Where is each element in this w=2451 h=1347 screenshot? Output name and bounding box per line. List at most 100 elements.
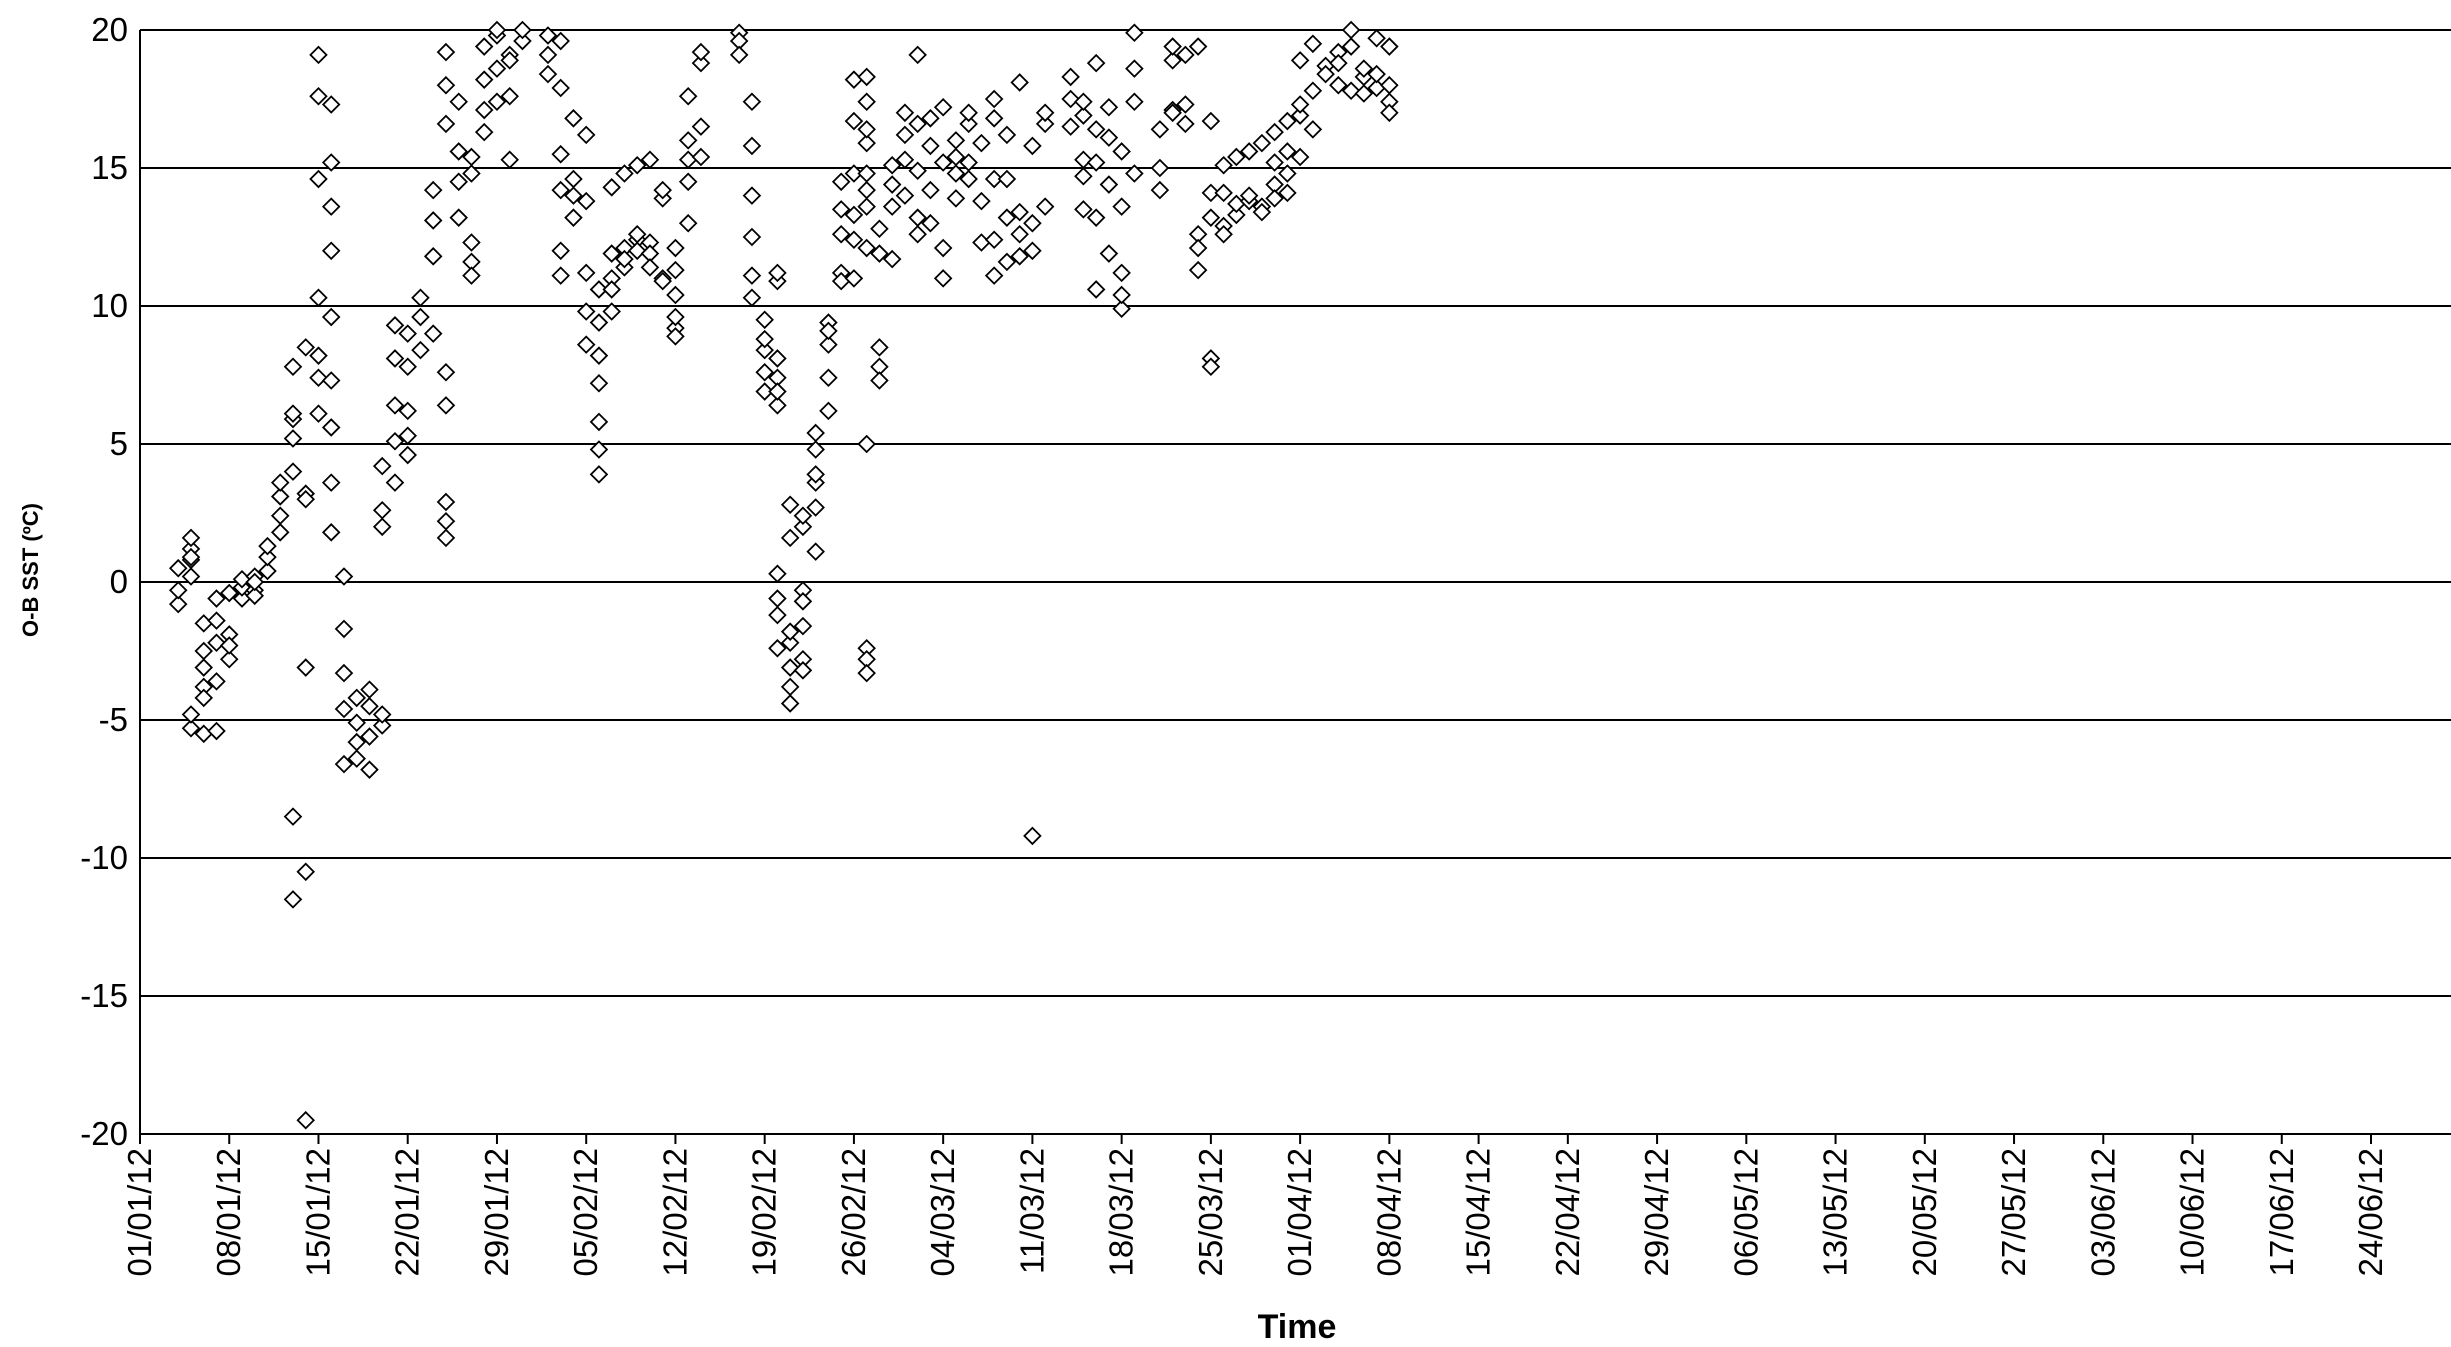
data-point — [780, 677, 800, 697]
data-point — [309, 346, 328, 365]
data-point — [1265, 153, 1284, 172]
y-tick-label: -5 — [99, 701, 128, 738]
data-point — [602, 244, 621, 263]
data-point — [908, 114, 927, 134]
data-point — [538, 64, 558, 84]
data-point — [283, 807, 303, 826]
x-tick-label: 08/01/12 — [210, 1148, 247, 1276]
data-point — [1341, 37, 1361, 56]
data-point — [436, 42, 456, 62]
data-point — [666, 238, 685, 258]
data-point — [984, 109, 1004, 128]
data-point — [666, 285, 685, 305]
data-point — [487, 59, 507, 78]
data-point — [1112, 197, 1131, 216]
data-point — [385, 396, 405, 415]
data-point — [411, 288, 430, 307]
data-point — [793, 661, 813, 680]
data-point — [589, 374, 609, 393]
y-tick-label: -10 — [80, 839, 128, 876]
data-point — [1278, 183, 1297, 203]
data-point — [997, 169, 1017, 189]
data-point — [1010, 247, 1029, 266]
data-point — [882, 155, 902, 175]
data-point — [309, 45, 328, 65]
data-point — [564, 109, 583, 128]
x-axis-title: Time — [1258, 1308, 1337, 1346]
data-point — [1150, 158, 1170, 178]
data-point — [768, 263, 787, 283]
data-point — [1035, 103, 1055, 123]
data-point — [449, 92, 468, 112]
data-point — [258, 536, 277, 556]
data-point — [1035, 197, 1055, 216]
data-point — [972, 133, 991, 153]
data-point — [500, 86, 519, 106]
data-point — [678, 172, 698, 192]
data-point — [1329, 75, 1348, 95]
data-point — [691, 147, 711, 167]
data-point — [755, 329, 774, 349]
data-point — [1239, 142, 1259, 161]
data-point — [1341, 81, 1361, 100]
data-point — [1329, 53, 1348, 73]
data-point — [1125, 59, 1144, 78]
data-point — [806, 542, 825, 561]
data-point — [462, 233, 481, 252]
data-point — [589, 346, 609, 365]
data-point — [666, 327, 685, 346]
x-tick-label: 08/04/12 — [1370, 1148, 1407, 1276]
data-point — [1201, 111, 1221, 131]
data-point — [258, 547, 277, 567]
data-point — [1023, 213, 1042, 233]
data-point — [372, 517, 392, 537]
data-point — [436, 396, 456, 415]
y-tick-label: 10 — [91, 287, 128, 324]
data-point — [908, 224, 927, 244]
data-point — [972, 191, 991, 211]
data-point — [615, 164, 634, 183]
data-point — [360, 696, 379, 716]
data-point — [678, 86, 698, 106]
data-point — [423, 247, 443, 266]
data-point — [819, 401, 838, 421]
data-point — [806, 423, 825, 443]
data-point — [500, 150, 519, 169]
data-point — [1214, 224, 1233, 244]
data-point — [882, 197, 902, 216]
data-point — [1303, 120, 1323, 139]
data-point — [576, 263, 596, 283]
data-point — [576, 191, 596, 211]
data-point — [1086, 120, 1106, 139]
data-point — [1265, 189, 1284, 208]
data-point — [946, 164, 966, 183]
data-point — [194, 688, 214, 708]
x-tick-label: 15/01/12 — [299, 1148, 336, 1276]
data-point — [857, 663, 876, 683]
data-point — [921, 109, 940, 128]
data-point — [831, 224, 851, 244]
data-point — [780, 622, 800, 641]
data-point — [793, 616, 813, 636]
data-point — [1341, 20, 1361, 40]
data-point — [296, 658, 316, 677]
data-point — [1099, 244, 1119, 263]
data-point — [857, 120, 876, 139]
data-point — [959, 114, 978, 134]
data-point — [1278, 164, 1297, 183]
x-tick-label: 22/01/12 — [389, 1148, 426, 1276]
x-tick-label: 13/05/12 — [1817, 1148, 1854, 1276]
data-point — [627, 241, 647, 261]
data-point — [895, 186, 915, 205]
data-point — [219, 583, 239, 603]
data-point — [1201, 357, 1221, 376]
data-point — [474, 100, 494, 120]
data-point — [844, 70, 864, 89]
data-point — [207, 672, 226, 691]
data-point — [283, 357, 303, 376]
data-point — [691, 117, 711, 136]
data-point — [1201, 183, 1221, 203]
data-point — [207, 633, 226, 652]
x-tick-label: 01/04/12 — [1281, 1148, 1318, 1276]
data-point — [589, 280, 609, 299]
